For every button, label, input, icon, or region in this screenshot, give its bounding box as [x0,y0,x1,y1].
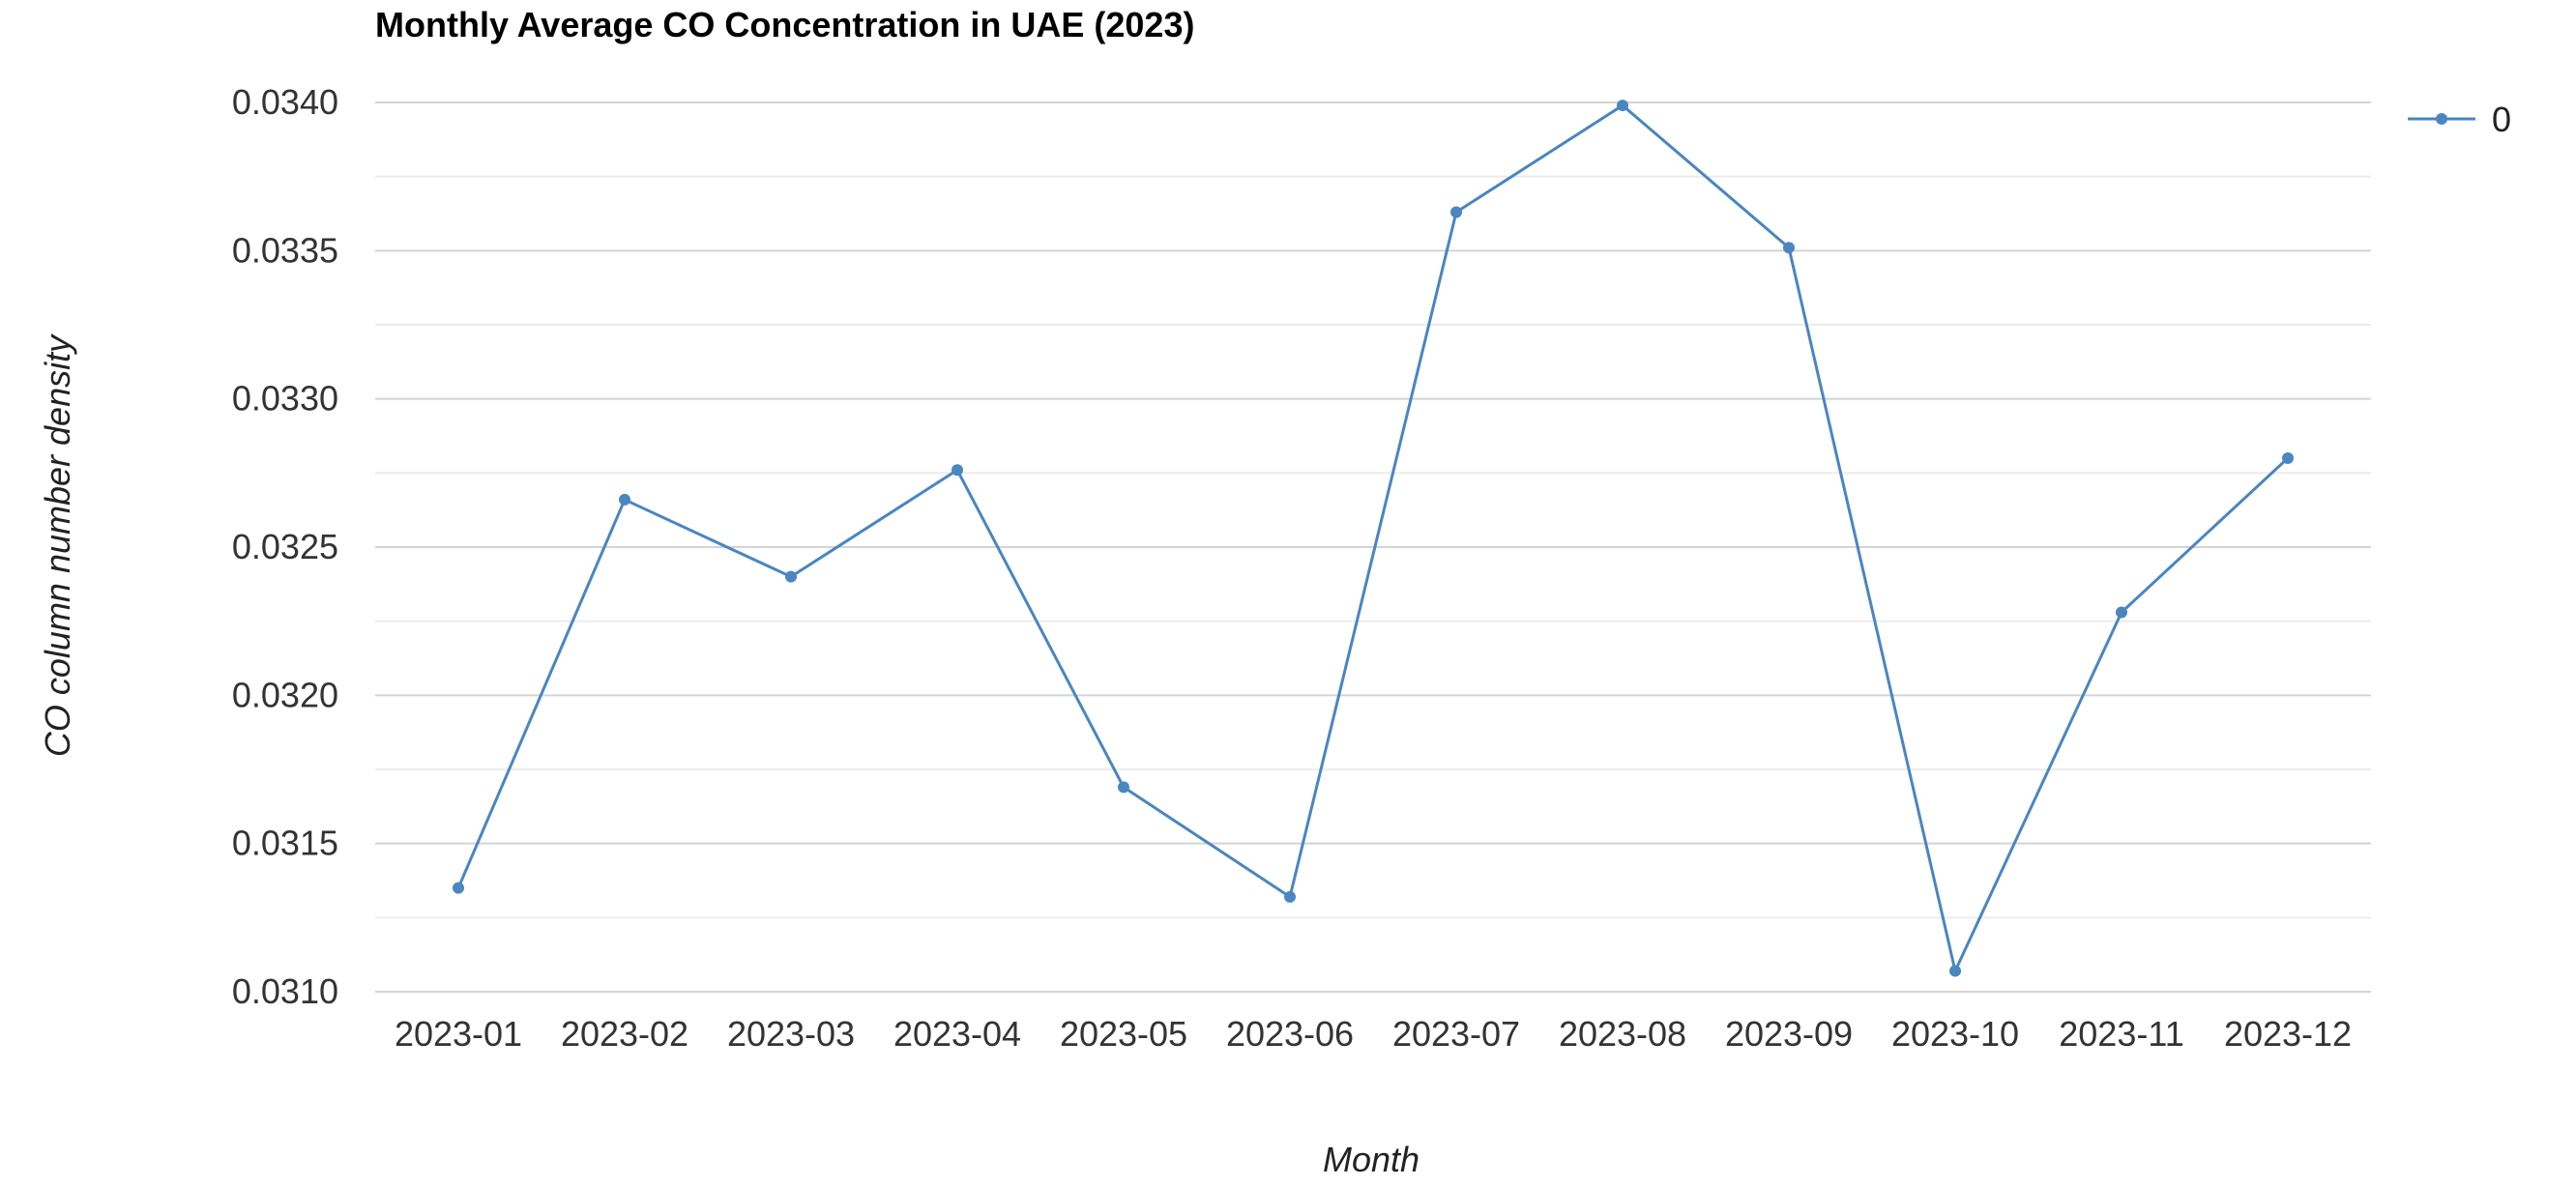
x-tick-label: 2023-11 [2059,1014,2183,1054]
x-tick-label: 2023-02 [561,1014,688,1054]
x-tick-label: 2023-07 [1392,1014,1520,1054]
series-line [456,103,2290,973]
y-tick-label: 0.0320 [232,675,338,714]
data-point [453,882,464,894]
legend: 0 [2408,100,2511,139]
data-point [1783,242,1795,254]
data-point [1284,890,1296,903]
legend-label: 0 [2492,100,2511,139]
y-axis-title: CO column number density [38,333,77,757]
chart-title: Monthly Average CO Concentration in UAE … [375,5,1194,44]
x-tick-label: 2023-04 [893,1014,1021,1054]
series-layer [453,100,2294,977]
data-point [1450,206,1462,218]
y-tick-label: 0.0315 [232,824,338,863]
data-point [1949,965,1961,977]
data-point [951,464,963,477]
grid [375,101,2371,993]
x-axis-ticks: 2023-01 2023-02 2023-03 2023-04 2023-05 2023-… [395,1014,2352,1054]
x-tick-label: 2023-01 [395,1014,522,1054]
x-tick-label: 2023-03 [727,1014,855,1054]
y-tick-label: 0.0310 [232,971,338,1011]
y-tick-label: 0.0325 [232,527,338,566]
y-tick-label: 0.0340 [232,82,338,122]
data-point [2282,452,2294,464]
x-tick-label: 2023-09 [1725,1014,1853,1054]
data-point [619,493,630,506]
data-point [785,570,797,583]
y-tick-label: 0.0335 [232,230,338,270]
x-tick-label: 2023-12 [2224,1014,2352,1054]
x-tick-label: 2023-08 [1559,1014,1686,1054]
x-tick-label: 2023-06 [1226,1014,1354,1054]
legend-marker [2436,113,2447,125]
y-tick-label: 0.0330 [232,379,338,419]
y-axis-ticks: 0.0310 0.0315 0.0320 0.0325 0.0330 0.0335 0.03… [232,82,338,1011]
data-point [1617,100,1628,112]
x-tick-label: 2023-05 [1060,1014,1187,1054]
data-point [2116,606,2127,619]
x-axis-title: Month [1323,1140,1420,1179]
data-point [1118,781,1129,794]
x-tick-label: 2023-10 [1891,1014,2019,1054]
